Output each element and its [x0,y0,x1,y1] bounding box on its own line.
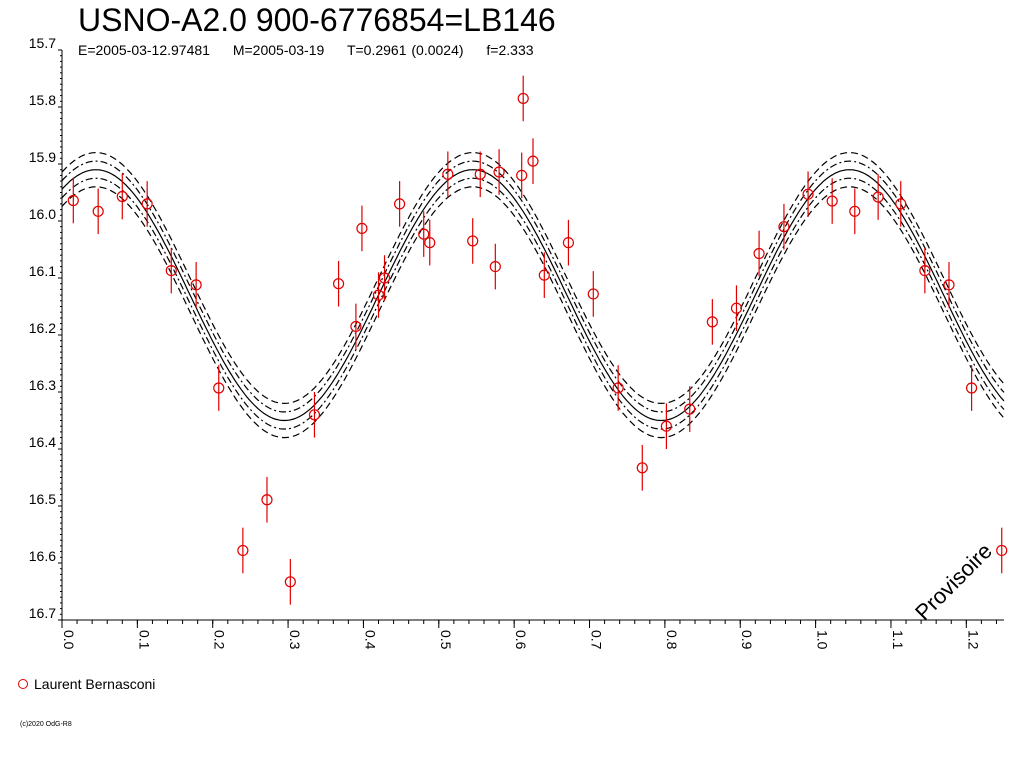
data-point [895,198,907,210]
data-point [442,168,454,180]
data-point [190,279,202,291]
data-point [474,168,486,180]
x-tick-label: 0.8 [664,630,680,650]
y-tick-label: 15.9 [29,149,56,165]
data-point [141,198,153,210]
x-tick-label: 0.5 [438,630,454,650]
x-tick-label: 0.6 [513,630,529,650]
legend-label: Laurent Bernasconi [34,676,156,692]
y-tick-label: 16.2 [29,320,56,336]
data-point [308,409,321,421]
fit-curve [61,169,1005,422]
data-point [516,169,528,181]
fit-envelope-curve [61,151,1005,405]
x-tick-label: 0.7 [589,630,605,650]
data-point [92,205,104,217]
x-tick-label: 1.2 [965,630,981,650]
y-tick-label: 16.5 [29,491,56,507]
y-tick-label: 16.3 [29,377,56,393]
data-point [284,576,296,588]
y-tick-label: 16.0 [29,206,56,222]
x-tick-label: 0.2 [212,630,228,650]
data-point [527,155,539,167]
x-tick-label: 1.0 [815,630,831,650]
x-tick-label: 0.4 [362,630,378,650]
data-points [67,75,1008,605]
data-point [826,195,838,207]
chart-title: USNO-A2.0 900-6776854=LB146 [78,2,556,38]
data-point [517,92,529,105]
data-point [213,382,225,394]
fit-envelope-curve [61,177,1005,430]
fit-envelope-curve [61,186,1005,439]
data-point [612,382,624,394]
data-point [350,320,362,333]
legend-marker-circle [18,679,28,689]
data-point [660,420,672,432]
data-point [489,261,501,273]
data-point [261,494,273,506]
x-tick-label: 1.1 [890,630,906,650]
x-tick-label: 0.0 [61,630,77,650]
chart-subtitle: E=2005-03-12.97481 M=2005-03-19 T=0.2961… [78,42,552,58]
data-point [467,235,479,247]
x-tick-label: 0.3 [287,630,303,650]
data-point [67,194,79,207]
y-tick-label: 16.4 [29,434,56,450]
y-tick-label: 15.7 [29,35,56,51]
data-point [538,269,550,281]
y-tick-label: 15.8 [29,92,56,108]
data-point [636,462,648,474]
data-point [424,237,436,249]
y-tick-label: 16.1 [29,263,56,279]
mean-date-label: M=2005-03-19 [232,42,325,58]
data-point [587,288,599,300]
data-point [493,166,505,178]
data-point [778,221,790,233]
legend: Laurent Bernasconi [18,675,155,693]
data-point [418,228,430,240]
data-point [943,279,955,291]
data-point [237,544,249,557]
data-point [562,237,575,249]
data-point [378,272,391,284]
copyright: (c)2020 OdG-R8 [20,721,72,728]
data-point [872,191,884,203]
fit-curves [61,151,1005,439]
x-tick-label: 0.1 [136,630,152,650]
data-point [919,264,931,277]
data-point [394,198,406,210]
data-point [965,382,978,394]
data-point [753,247,765,260]
epoch-label: E=2005-03-12.97481 [78,42,210,58]
data-point [165,264,177,277]
period-label: T=0.2961 (0.0024) [346,42,464,58]
data-point [730,302,743,314]
fit-envelope-curve [61,160,1005,413]
data-point [116,190,128,203]
data-point [684,403,696,415]
data-point [356,222,368,235]
axes: 15.7 15.8 15.9 16.0 16.1 16.2 16.3 16.4 16.5 16.6… [29,35,1004,650]
data-point [332,278,345,290]
data-point [802,188,814,200]
fraction-label: f=2.333 [486,42,534,58]
y-tick-label: 16.7 [29,605,56,621]
data-point [372,289,385,301]
data-point [849,205,861,217]
y-tick-label: 16.6 [29,548,56,564]
data-point [706,316,718,328]
x-tick-label: 0.9 [739,630,755,650]
data-point [996,544,1008,557]
